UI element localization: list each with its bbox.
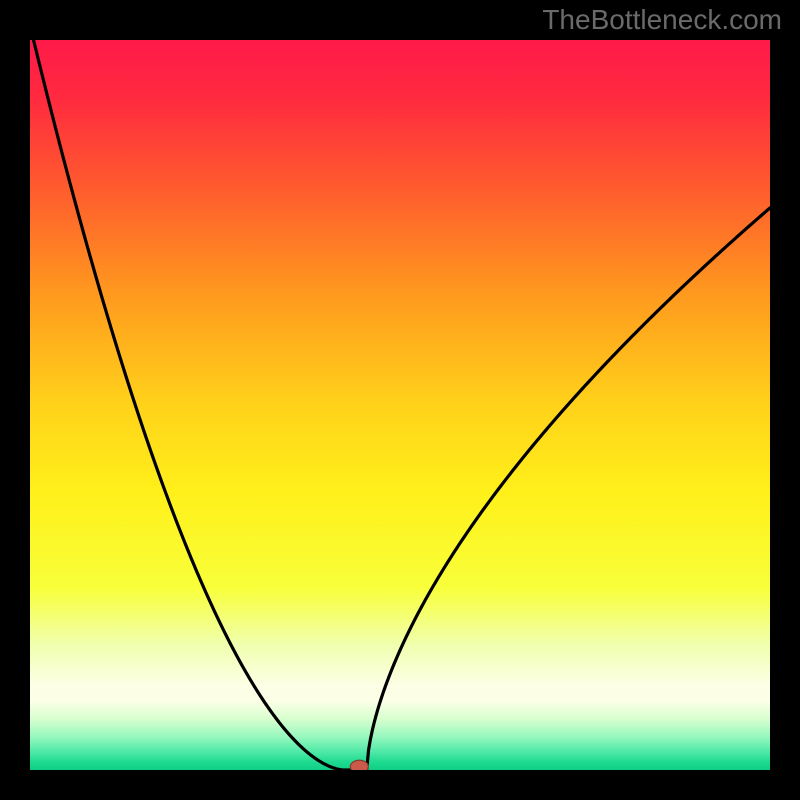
gradient-background — [30, 40, 770, 770]
plot-area — [30, 40, 770, 770]
optimum-marker — [350, 760, 368, 770]
plot-svg — [30, 40, 770, 770]
watermark-text: TheBottleneck.com — [542, 4, 782, 36]
